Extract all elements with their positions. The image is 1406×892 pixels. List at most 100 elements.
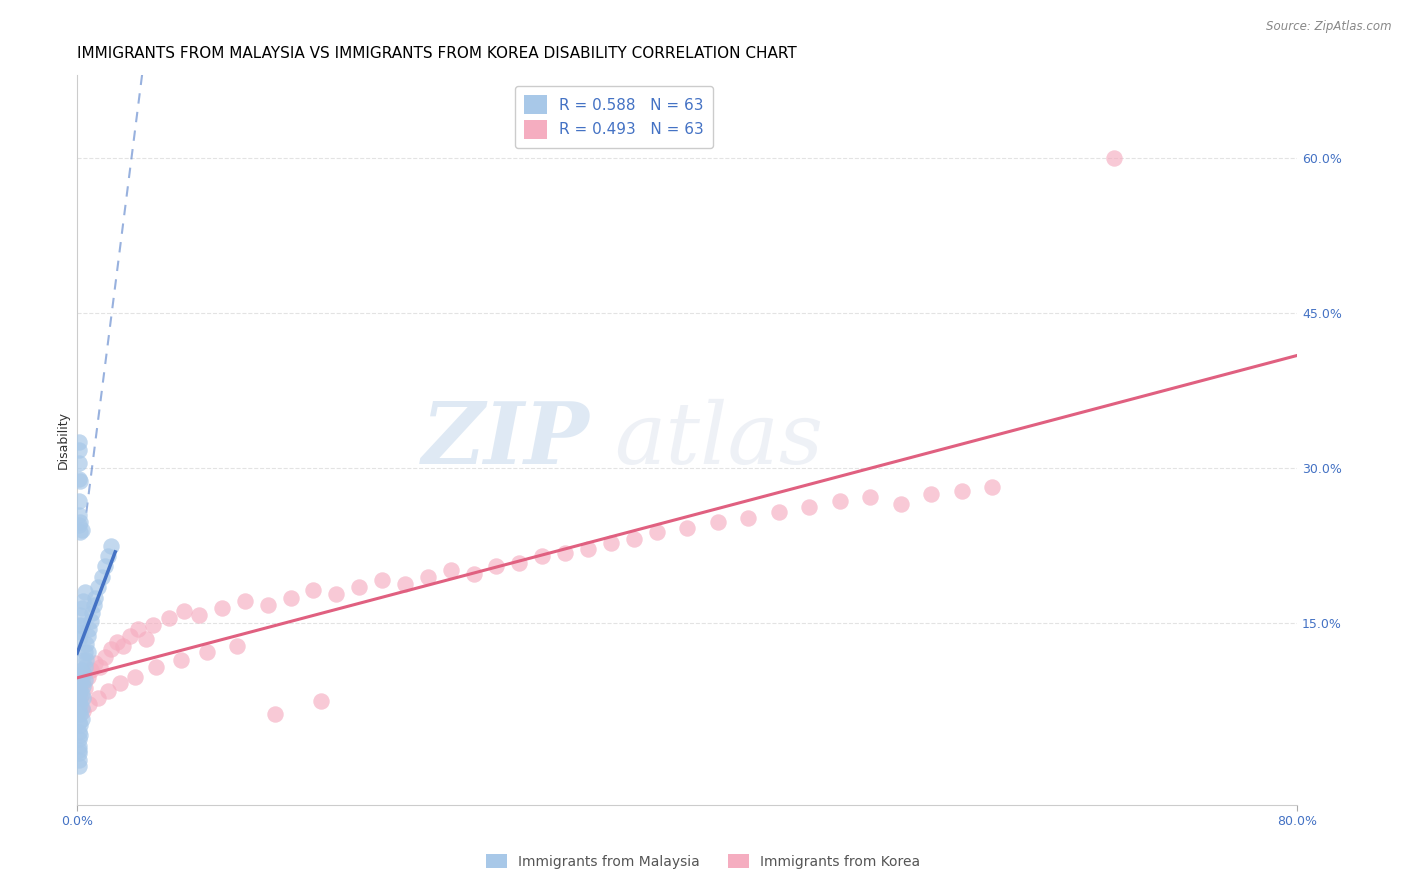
Point: [859, 490, 882, 504]
Point: [706, 515, 728, 529]
Point: [72, 652, 94, 666]
Point: [79, 622, 101, 636]
Point: [67, 683, 90, 698]
Point: [416, 570, 439, 584]
Point: [67, 442, 90, 457]
Point: [69, 707, 91, 722]
Point: [72, 705, 94, 719]
Point: [797, 500, 820, 515]
Point: [100, 642, 122, 657]
Point: [67, 732, 90, 747]
Point: [124, 670, 146, 684]
Point: [1102, 151, 1125, 165]
Point: [69, 718, 91, 732]
Point: [67, 725, 90, 739]
Point: [463, 566, 485, 581]
Y-axis label: Disability: Disability: [58, 410, 70, 468]
Point: [73, 673, 96, 688]
Point: [70, 600, 93, 615]
Point: [70, 701, 93, 715]
Point: [173, 604, 195, 618]
Point: [302, 583, 325, 598]
Point: [97, 549, 120, 563]
Point: [73, 645, 96, 659]
Point: [67, 456, 90, 470]
Point: [127, 622, 149, 636]
Point: [69, 690, 91, 705]
Point: [67, 746, 90, 760]
Point: [67, 508, 90, 522]
Point: [75, 652, 97, 666]
Point: [67, 618, 90, 632]
Point: [67, 705, 90, 719]
Point: [623, 532, 645, 546]
Point: [69, 683, 91, 698]
Point: [70, 676, 93, 690]
Point: [188, 608, 211, 623]
Point: [80, 615, 103, 629]
Point: [69, 673, 91, 688]
Point: [67, 739, 90, 753]
Point: [79, 697, 101, 711]
Point: [97, 683, 120, 698]
Point: [67, 435, 90, 450]
Point: [67, 742, 90, 756]
Point: [264, 707, 287, 722]
Point: [70, 663, 93, 677]
Point: [485, 559, 508, 574]
Point: [576, 541, 599, 556]
Point: [371, 573, 394, 587]
Point: [73, 681, 96, 695]
Point: [69, 515, 91, 529]
Point: [70, 712, 93, 726]
Point: [120, 629, 142, 643]
Point: [67, 753, 90, 767]
Point: [67, 494, 90, 508]
Point: [531, 549, 554, 563]
Point: [84, 656, 107, 670]
Point: [349, 580, 371, 594]
Point: [325, 587, 347, 601]
Point: [70, 687, 93, 701]
Point: [87, 580, 110, 594]
Point: [145, 660, 167, 674]
Point: [981, 480, 1004, 494]
Point: [72, 593, 94, 607]
Point: [72, 666, 94, 681]
Point: [87, 690, 110, 705]
Text: ZIP: ZIP: [422, 398, 589, 482]
Point: [93, 649, 115, 664]
Point: [309, 694, 332, 708]
Point: [75, 637, 97, 651]
Legend: Immigrants from Malaysia, Immigrants from Korea: Immigrants from Malaysia, Immigrants fro…: [481, 848, 925, 874]
Text: Source: ZipAtlas.com: Source: ZipAtlas.com: [1267, 20, 1392, 33]
Point: [111, 639, 134, 653]
Point: [70, 673, 93, 688]
Point: [70, 523, 93, 537]
Point: [83, 598, 105, 612]
Point: [76, 670, 98, 684]
Text: IMMIGRANTS FROM MALAYSIA VS IMMIGRANTS FROM KOREA DISABILITY CORRELATION CHART: IMMIGRANTS FROM MALAYSIA VS IMMIGRANTS F…: [77, 46, 797, 62]
Point: [73, 585, 96, 599]
Point: [100, 539, 122, 553]
Point: [170, 652, 193, 666]
Point: [256, 598, 278, 612]
Point: [890, 497, 912, 511]
Point: [142, 618, 165, 632]
Point: [70, 618, 93, 632]
Point: [233, 593, 256, 607]
Point: [105, 635, 128, 649]
Point: [76, 645, 98, 659]
Point: [93, 559, 115, 574]
Point: [211, 600, 233, 615]
Legend: R = 0.588   N = 63, R = 0.493   N = 63: R = 0.588 N = 63, R = 0.493 N = 63: [515, 87, 713, 148]
Point: [195, 645, 218, 659]
Point: [768, 505, 790, 519]
Point: [226, 639, 249, 653]
Point: [69, 697, 91, 711]
Point: [67, 668, 90, 682]
Point: [599, 535, 621, 549]
Point: [645, 525, 668, 540]
Point: [508, 557, 530, 571]
Point: [69, 728, 91, 742]
